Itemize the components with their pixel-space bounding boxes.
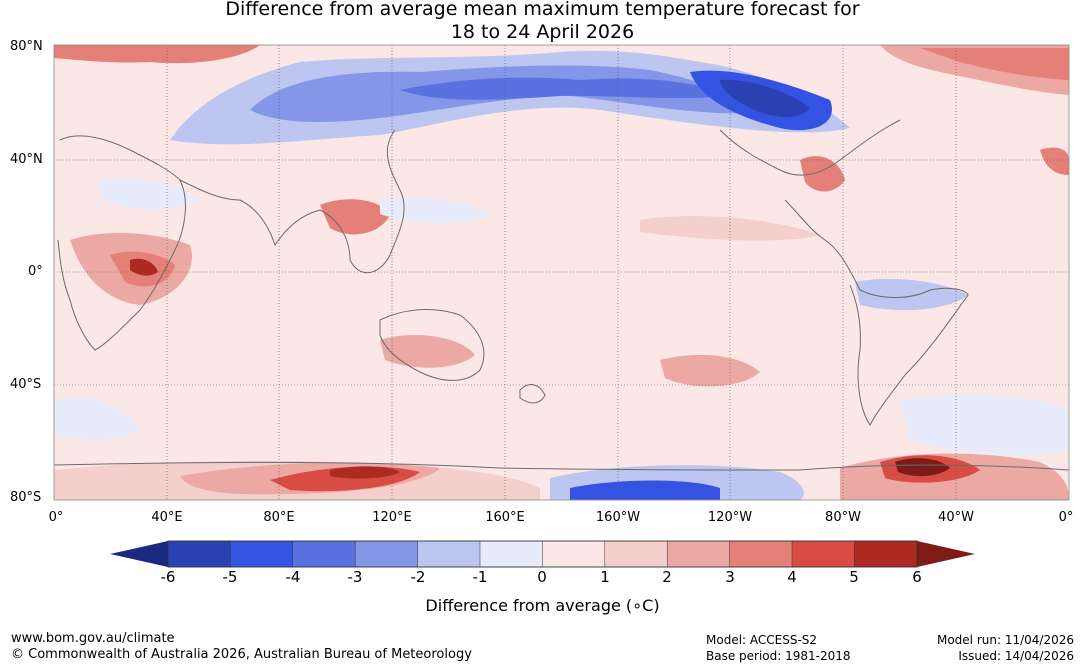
- antarctic-cool-core: [570, 480, 720, 500]
- cool-core-deep: [720, 79, 810, 118]
- colorbar-tick-label: 0: [537, 568, 547, 586]
- cool-sahara: [100, 178, 200, 210]
- colorbar-segment: [791, 540, 856, 568]
- colorbar-segment: [729, 540, 793, 568]
- coast-new-zealand: [519, 384, 546, 404]
- lon-label-120e: 120°E: [372, 510, 412, 525]
- lat-label-40s: 40°S: [10, 377, 42, 392]
- colorbar-tick-label: -6: [160, 568, 176, 586]
- antarctic-warm-east-peak: [895, 458, 950, 477]
- warm-arctic-east-core: [920, 48, 1069, 80]
- lon-label-80w: 80°W: [825, 510, 861, 525]
- colorbar-segment: [230, 540, 294, 568]
- footer-url[interactable]: www.bom.gov.au/climate: [11, 631, 175, 646]
- warm-africa-peak: [130, 258, 158, 276]
- colorbar-segment: [167, 540, 232, 568]
- colorbar-tick-label: 4: [787, 568, 797, 586]
- lon-label-80e: 80°E: [263, 510, 295, 525]
- cool-south-atlantic: [54, 397, 140, 440]
- lon-label-120w: 120°W: [707, 510, 753, 525]
- footer-copyright: © Commonwealth of Australia 2026, Austra…: [11, 647, 472, 662]
- cool-west-pacific: [380, 198, 490, 224]
- coast-north-america: [719, 119, 901, 176]
- graticule: [54, 45, 1069, 500]
- cool-south-america-north: [855, 278, 968, 311]
- colorbar-arrow-right: [917, 541, 975, 567]
- footer-model-run: Model run: 11/04/2026: [936, 633, 1074, 647]
- lat-label-0: 0°: [28, 264, 43, 279]
- coast-australia: [379, 309, 485, 381]
- antarctic-warm-peak: [330, 466, 400, 479]
- colorbar-segments: [167, 540, 918, 568]
- colorbar-tick-label: -2: [410, 568, 426, 586]
- footer-model: Model: ACCESS-S2: [706, 633, 818, 647]
- colorbar-label: Difference from average (∘C): [425, 596, 660, 615]
- cool-band-core: [400, 77, 730, 100]
- colorbar-tick-label: 2: [662, 568, 672, 586]
- colorbar-tick-label: 1: [600, 568, 610, 586]
- coastlines: [53, 119, 1070, 471]
- lat-label-80n: 80°N: [10, 39, 43, 54]
- warm-australia: [380, 335, 475, 368]
- footer-issued: Issued: 14/04/2026: [958, 649, 1074, 663]
- lon-label-0-east: 0°: [1058, 510, 1074, 525]
- lat-label-40n: 40°N: [10, 152, 43, 167]
- lon-label-40w: 40°W: [938, 510, 974, 525]
- colorbar-segment: [354, 540, 419, 568]
- anomaly-regions: [54, 45, 1069, 500]
- chart-title-line1: Difference from average mean maximum tem…: [225, 0, 860, 20]
- colorbar-arrow-left: [110, 541, 168, 567]
- coast-africa: [57, 135, 186, 351]
- colorbar-tick-label: 3: [725, 568, 735, 586]
- colorbar-tick-label: -3: [347, 568, 363, 586]
- colorbar-segment: [666, 540, 731, 568]
- colorbar-segment: [417, 540, 481, 568]
- footer-base-period: Base period: 1981-2018: [706, 649, 851, 663]
- coast-south-asia: [179, 129, 405, 274]
- warm-southeast-asia: [320, 199, 390, 235]
- colorbar-tick-label: 6: [912, 568, 922, 586]
- colorbar-segment: [542, 540, 606, 568]
- lon-label-160e: 160°E: [485, 510, 525, 525]
- colorbar-tick-label: -1: [472, 568, 488, 586]
- colorbar: [110, 540, 975, 568]
- colorbar-tick-label: -5: [222, 568, 238, 586]
- map-frame: [53, 44, 1070, 501]
- lon-label-160w: 160°W: [595, 510, 641, 525]
- warm-arctic-west: [54, 45, 260, 64]
- lat-label-80s: 80°S: [10, 490, 42, 505]
- warm-south-pacific: [660, 354, 760, 387]
- colorbar-segment: [479, 540, 544, 568]
- cool-south-atlantic-east: [900, 394, 1069, 456]
- colorbar-frame: [167, 540, 918, 568]
- colorbar-tick-label: 5: [849, 568, 859, 586]
- lon-label-0-west: 0°: [48, 510, 64, 525]
- warm-europe-east: [1040, 147, 1069, 175]
- colorbar-segment: [604, 540, 668, 568]
- lon-label-40e: 40°E: [151, 510, 183, 525]
- coast-south-america: [784, 199, 969, 426]
- colorbar-segment: [292, 540, 356, 568]
- coast-antarctica: [53, 461, 1070, 471]
- chart-title-line2: 18 to 24 April 2026: [450, 21, 635, 43]
- colorbar-segment: [854, 540, 918, 568]
- colorbar-tick-label: -4: [285, 568, 301, 586]
